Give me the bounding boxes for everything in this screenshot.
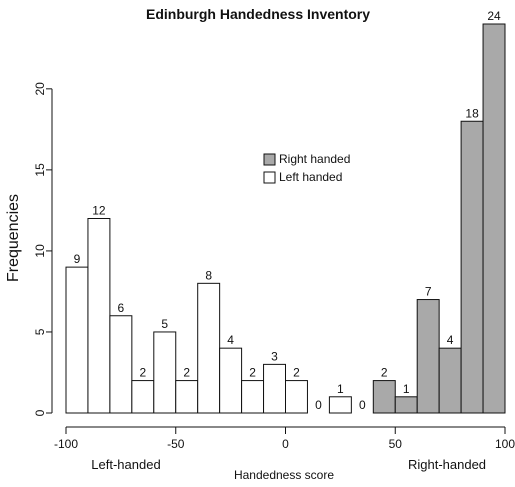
left-handed-bar-label-3: 2 — [139, 366, 146, 380]
y-tick-label-0: 0 — [33, 409, 47, 416]
right-handed-bar-0 — [372, 380, 396, 414]
right-handed-bar-3 — [438, 347, 462, 414]
left-handed-legend-label: Left handed — [279, 170, 342, 184]
right-handed-bar-label-3: 4 — [447, 333, 454, 347]
left-handed-bar-label-8: 2 — [249, 366, 256, 380]
right-handed-axis-label: Right-handed — [408, 457, 486, 472]
right-handed-bar-4 — [460, 120, 484, 414]
left-handed-bar-2 — [109, 315, 133, 414]
x-tick-label-3: 50 — [389, 437, 403, 451]
x-tick-label-1: -50 — [167, 437, 185, 451]
left-handed-bar-label-12: 1 — [337, 382, 344, 396]
left-handed-bar-label-1: 12 — [92, 204, 106, 218]
right-handed-legend-label: Right handed — [279, 152, 350, 166]
left-handed-bar-label-4: 5 — [161, 317, 168, 331]
bar-labels-layer: 9 12 6 2 5 2 8 4 2 3 2 0 1 0 2 1 7 4 18 24 — [74, 9, 501, 412]
right-handed-bar-2 — [416, 299, 440, 414]
chart-title: Edinburgh Handedness Inventory — [146, 6, 370, 22]
y-tick-label-4: 20 — [33, 82, 47, 96]
left-handed-bar-label-11: 0 — [315, 398, 322, 412]
left-handed-bar-10 — [285, 380, 308, 414]
y-tick-label-2: 10 — [33, 244, 47, 258]
left-handed-bar-3 — [131, 380, 155, 414]
x-axis-label: Handedness score — [234, 468, 334, 482]
right-handed-bar-5 — [482, 23, 506, 414]
left-handed-bar-label-10: 2 — [293, 366, 300, 380]
left-handed-bar-9 — [263, 363, 286, 414]
left-handed-bar-5 — [175, 380, 199, 414]
left-handed-bar-7 — [219, 347, 243, 414]
left-handed-bar-label-6: 8 — [205, 268, 212, 282]
y-tick-label-3: 15 — [33, 163, 47, 177]
left-handed-bar-label-7: 4 — [227, 333, 234, 347]
x-tick-label-4: 100 — [495, 437, 515, 451]
left-handed-bar-label-13: 0 — [359, 398, 366, 412]
y-axis-label: Frequencies — [5, 194, 22, 282]
left-handed-bar-6 — [197, 282, 221, 414]
left-handed-bar-label-0: 9 — [74, 252, 81, 266]
left-handed-bar-label-2: 6 — [118, 301, 125, 315]
left-handed-axis-label: Left-handed — [91, 457, 160, 472]
left-handed-bar-label-5: 2 — [183, 366, 190, 380]
left-handed-bar-4 — [153, 331, 177, 414]
right-handed-legend-swatch — [263, 153, 276, 166]
left-handed-bar-1 — [87, 218, 111, 414]
y-tick-label-1: 5 — [33, 328, 47, 335]
legend: Right handed Left handed — [263, 152, 350, 184]
x-tick-label-2: 0 — [282, 437, 289, 451]
y-axis: 0 5 10 15 20 — [33, 82, 53, 416]
right-handed-bar-label-0: 2 — [381, 366, 388, 380]
right-handed-bar-label-4: 18 — [465, 106, 479, 120]
right-handed-bar-label-1: 1 — [403, 382, 410, 396]
left-handed-bar-0 — [65, 266, 89, 414]
bars-layer — [65, 23, 506, 414]
left-handed-bar-8 — [241, 380, 265, 414]
right-handed-bar-label-2: 7 — [425, 285, 432, 299]
left-handed-legend-swatch — [263, 171, 276, 184]
x-tick-label-0: -100 — [54, 437, 78, 451]
x-axis: -100 -50 0 50 100 — [54, 426, 515, 451]
left-handed-bar-label-9: 3 — [271, 349, 278, 363]
left-handed-bar-12 — [328, 396, 352, 414]
right-handed-bar-label-5: 24 — [487, 9, 501, 23]
right-handed-bar-1 — [394, 396, 418, 414]
